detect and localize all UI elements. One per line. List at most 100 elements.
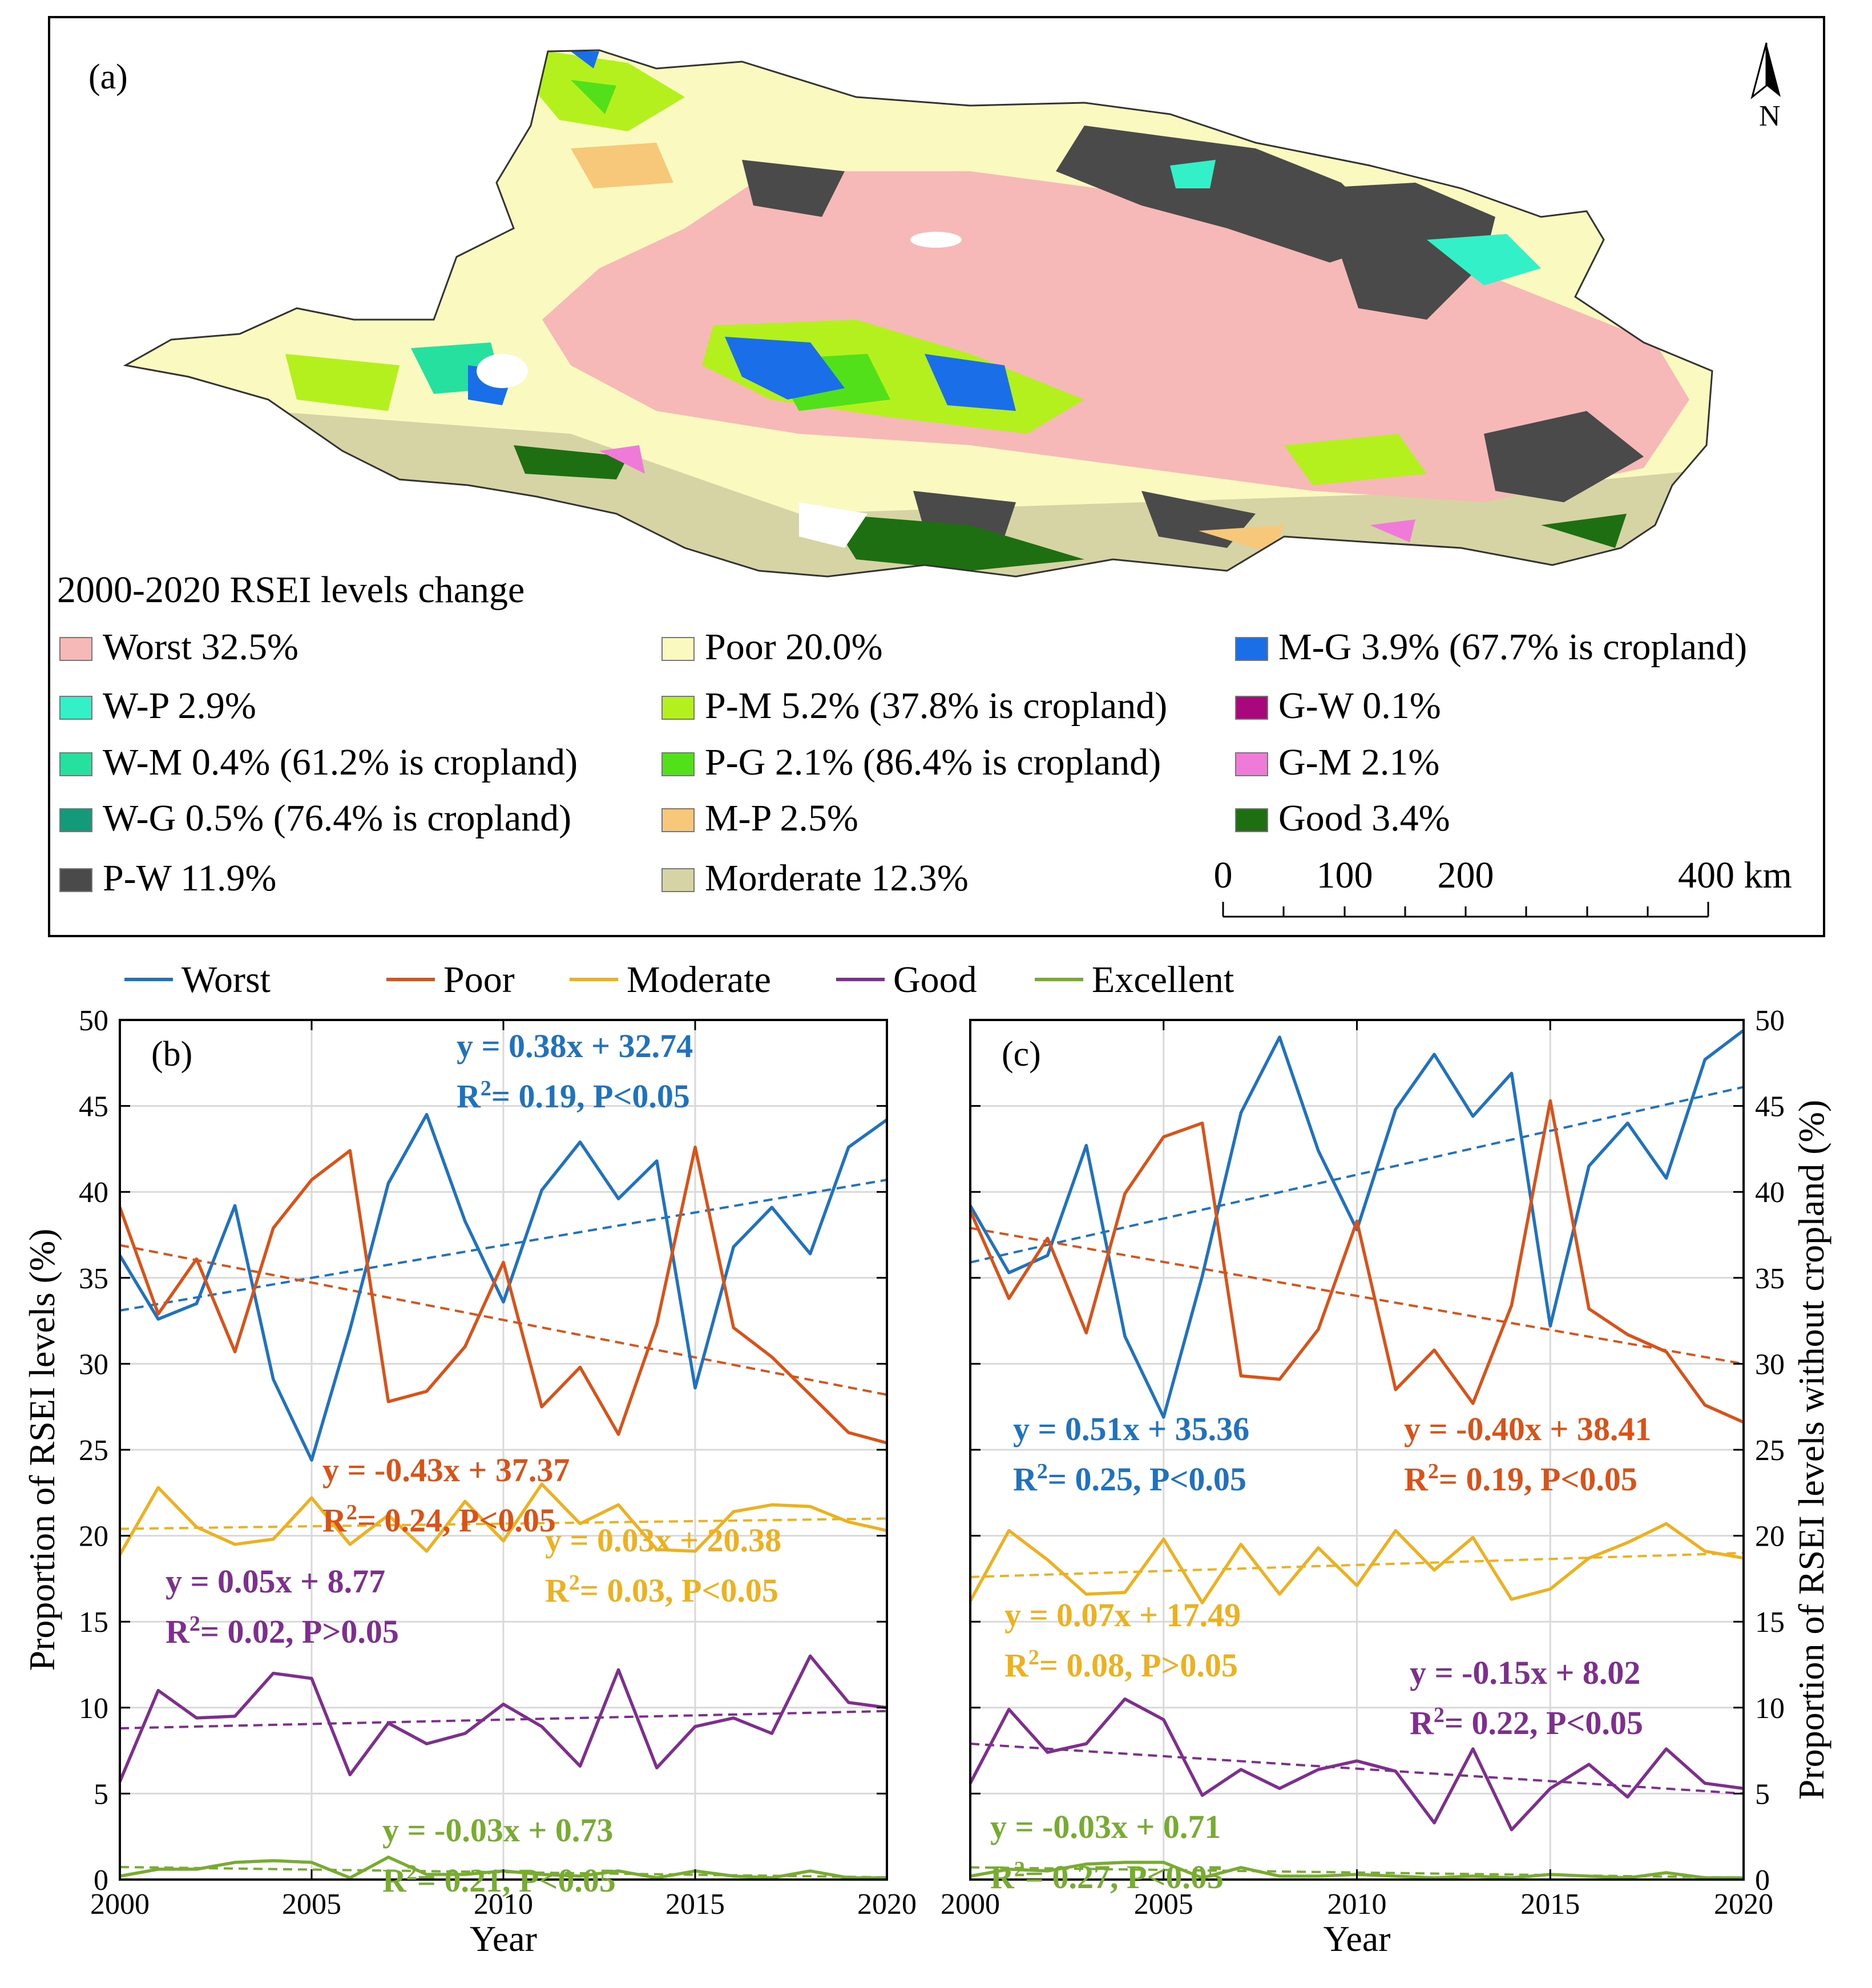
y-axis-title: Proportion of RSEI levels (%) <box>22 1229 62 1671</box>
y-tick-label-50: 50 <box>1755 1005 1785 1037</box>
x-tick-label-2005: 2005 <box>282 1888 341 1921</box>
legend-title: 2000-2020 RSEI levels change <box>57 569 525 611</box>
equation-excellent: y = -0.03x + 0.71 <box>990 1808 1221 1845</box>
legend-swatch-5 <box>661 637 695 661</box>
equation-worst: y = 0.38x + 32.74 <box>457 1027 693 1064</box>
trend-line-moderate <box>119 1517 887 1530</box>
panel-b-chart: 2000 2005 2010 2015 2020 0 5 10 15 20 25 30 35 40 45 50… <box>22 1005 917 1959</box>
series-legend-label-0: Worst <box>181 959 271 1001</box>
y-tick-label-5: 5 <box>1755 1778 1770 1810</box>
legend-label-2: W-M 0.4% (61.2% is cropland) <box>103 741 578 783</box>
legend-label-3: W-G 0.5% (76.4% is cropland) <box>103 797 571 839</box>
y-tick-label-35: 35 <box>79 1263 108 1295</box>
r2-excellent: R2= 0.27, P<0.05 <box>990 1857 1224 1896</box>
r2-poor: R2= 0.19, P<0.05 <box>1404 1459 1637 1498</box>
trend-line-poor <box>970 1227 1744 1365</box>
y-tick-label-30: 30 <box>1755 1348 1785 1381</box>
series-line-worst <box>969 1029 1745 1419</box>
legend-swatch-4 <box>59 868 92 892</box>
panel-label: (b) <box>151 1035 192 1074</box>
y-tick-label-5: 5 <box>94 1778 108 1810</box>
legend-label-12: G-M 2.1% <box>1278 741 1439 783</box>
equation-worst: y = 0.51x + 35.36 <box>1013 1410 1249 1447</box>
x-tick-label-2010: 2010 <box>474 1888 533 1921</box>
x-axis-title: Year <box>1324 1918 1391 1959</box>
y-tick-label-15: 15 <box>1755 1606 1785 1639</box>
equation-poor: y = -0.43x + 37.37 <box>322 1451 570 1489</box>
scale-tick-200: 200 <box>1438 854 1494 896</box>
scale-tick-400: 400 km <box>1678 854 1792 896</box>
north-arrow-icon: N <box>1750 42 1781 132</box>
series-line-moderate <box>969 1522 1744 1604</box>
series-line-moderate <box>118 1482 887 1556</box>
panel-a: (a) N <box>48 16 1825 937</box>
x-tick-label-2010: 2010 <box>1328 1888 1387 1921</box>
y-tick-label-10: 10 <box>1755 1692 1785 1725</box>
legend-swatch-8 <box>661 808 695 832</box>
legend-swatch-3 <box>59 808 92 832</box>
y-tick-label-25: 25 <box>1755 1434 1785 1467</box>
r2-worst: R2= 0.25, P<0.05 <box>1013 1459 1246 1498</box>
legend-swatch-7 <box>661 752 695 776</box>
equation-good: y = -0.15x + 8.02 <box>1410 1654 1640 1691</box>
map-legend: Worst 32.5% W-P 2.9% W-M 0.4% (61.2% is cr… <box>59 626 1747 899</box>
series-line-worst <box>118 1112 888 1462</box>
y-tick-label-15: 15 <box>79 1606 108 1639</box>
series-legend-label-2: Moderate <box>627 959 771 1001</box>
x-tick-label-2020: 2020 <box>1714 1888 1773 1921</box>
legend-label-1: W-P 2.9% <box>103 685 256 727</box>
trend-line-good <box>119 1709 887 1729</box>
legend-swatch-10 <box>1235 637 1268 661</box>
y-tick-label-35: 35 <box>1755 1263 1785 1295</box>
series-legend-label-1: Poor <box>443 959 515 1001</box>
legend-label-6: P-M 5.2% (37.8% is cropland) <box>705 685 1167 727</box>
r2-moderate: R2= 0.03, P<0.05 <box>545 1571 778 1609</box>
r2-good: R2= 0.02, P>0.05 <box>166 1612 399 1650</box>
x-tick-label-2015: 2015 <box>665 1888 725 1921</box>
r2-good: R2= 0.22, P<0.05 <box>1410 1703 1643 1741</box>
north-label: N <box>1759 100 1781 132</box>
series-line-poor <box>118 1146 887 1445</box>
legend-label-8: M-P 2.5% <box>705 797 858 839</box>
legend-label-7: P-G 2.1% (86.4% is cropland) <box>705 741 1161 783</box>
legend-label-5: Poor 20.0% <box>705 626 883 668</box>
y-tick-label-50: 50 <box>79 1005 108 1037</box>
legend-label-9: Morderate 12.3% <box>705 857 969 899</box>
y-tick-label-40: 40 <box>79 1176 108 1209</box>
series-legend: Worst Poor Moderate Good Excellent <box>124 959 1234 1001</box>
series-legend-label-4: Excellent <box>1092 959 1234 1001</box>
scale-tick-0: 0 <box>1214 854 1233 896</box>
x-tick-label-2000: 2000 <box>941 1888 1000 1921</box>
series-line-good <box>118 1654 887 1783</box>
x-axis-title: Year <box>470 1918 537 1959</box>
legend-label-13: Good 3.4% <box>1278 797 1450 839</box>
y-tick-label-30: 30 <box>79 1348 108 1381</box>
legend-swatch-11 <box>1235 696 1268 720</box>
y-tick-label-20: 20 <box>1755 1521 1785 1553</box>
x-tick-label-2020: 2020 <box>857 1888 917 1921</box>
series-line-good <box>969 1697 1744 1832</box>
y-tick-label-0: 0 <box>94 1864 108 1897</box>
legend-label-10: M-G 3.9% (67.7% is cropland) <box>1278 626 1747 668</box>
r2-excellent: R2= 0.21, P<0.05 <box>382 1861 616 1899</box>
legend-swatch-1 <box>59 696 92 720</box>
legend-label-11: G-W 0.1% <box>1278 685 1441 727</box>
equation-good: y = 0.05x + 8.77 <box>166 1563 385 1600</box>
y-axis-title: Proportion of RSEI levels without cropla… <box>1791 1100 1831 1800</box>
scale-tick-100: 100 <box>1317 854 1373 896</box>
r2-poor: R2= 0.24, P<0.05 <box>322 1501 556 1539</box>
trend-line-excellent <box>119 1866 887 1879</box>
panel-a-label: (a) <box>88 58 128 96</box>
y-tick-label-40: 40 <box>1755 1176 1785 1209</box>
y-tick-label-20: 20 <box>79 1521 108 1553</box>
legend-label-4: P-W 11.9% <box>103 857 276 899</box>
legend-swatch-6 <box>661 696 695 720</box>
r2-moderate: R2= 0.08, P>0.05 <box>1004 1646 1238 1684</box>
legend-swatch-13 <box>1235 808 1268 832</box>
y-tick-label-0: 0 <box>1755 1864 1770 1897</box>
x-tick-label-2005: 2005 <box>1134 1888 1193 1921</box>
legend-swatch-2 <box>59 752 92 776</box>
x-tick-label-2000: 2000 <box>90 1888 150 1921</box>
